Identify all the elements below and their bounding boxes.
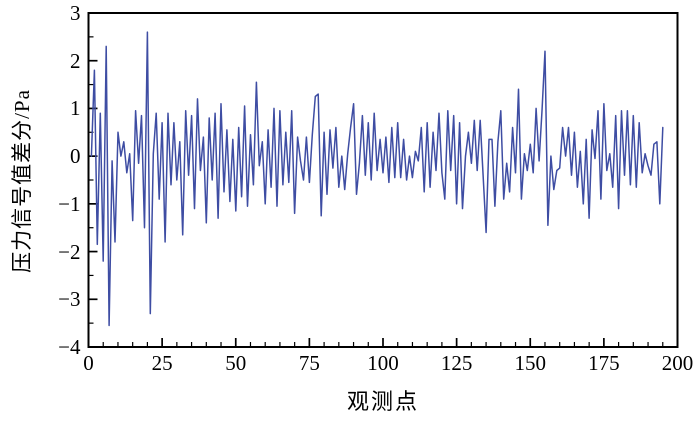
x-tick-label: 75 bbox=[298, 351, 320, 375]
y-axis-title: 压力信号值差分/Pa bbox=[10, 89, 34, 273]
x-tick-label: 150 bbox=[514, 351, 547, 375]
y-tick-label: 1 bbox=[70, 96, 81, 121]
y-tick-label: 3 bbox=[70, 1, 81, 25]
y-tick-label: −4 bbox=[58, 335, 81, 359]
x-tick-label: 200 bbox=[661, 351, 694, 375]
y-tick-label: 0 bbox=[70, 144, 81, 169]
x-axis-title: 观测点 bbox=[346, 389, 419, 414]
y-tick-label: −3 bbox=[58, 287, 81, 312]
x-tick-label: 25 bbox=[151, 351, 173, 375]
signal-line bbox=[90, 31, 664, 327]
y-tick-label: 2 bbox=[70, 48, 81, 73]
plot-border bbox=[87, 12, 679, 348]
x-tick-label: 100 bbox=[367, 351, 399, 375]
y-tick-label: −2 bbox=[58, 239, 81, 264]
x-tick-label: 50 bbox=[225, 351, 247, 375]
x-tick-label: 0 bbox=[83, 351, 94, 375]
x-tick-label: 125 bbox=[440, 351, 473, 375]
x-tick-label: 175 bbox=[588, 351, 620, 375]
y-tick-label: −1 bbox=[58, 191, 81, 216]
